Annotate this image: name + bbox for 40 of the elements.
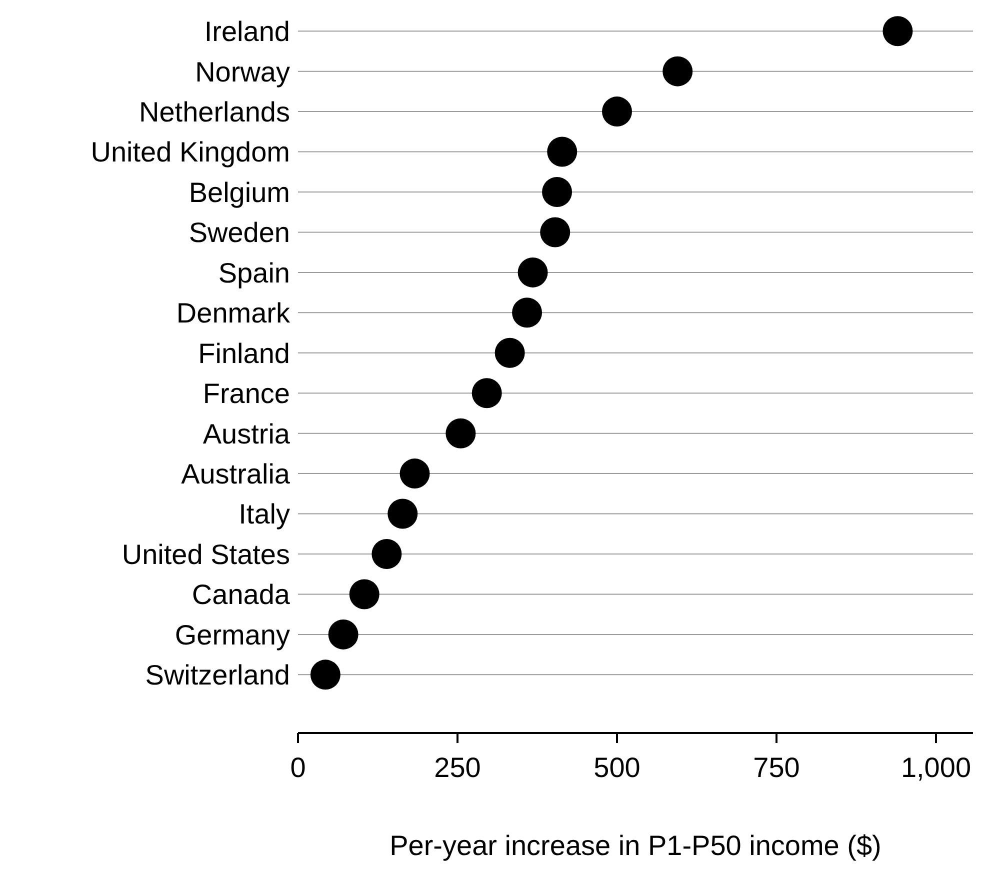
point	[310, 660, 340, 690]
point	[542, 176, 572, 207]
point	[446, 418, 476, 448]
point	[882, 16, 913, 46]
x-tick-label: 0	[290, 752, 306, 783]
y-tick-label: United States	[122, 538, 290, 570]
y-tick-label: Germany	[174, 619, 290, 650]
x-tick-label: 1,000	[900, 752, 972, 783]
point	[388, 498, 418, 529]
point	[662, 56, 693, 86]
y-tick-label: Belgium	[188, 176, 290, 208]
y-tick-label: Spain	[218, 257, 290, 288]
point	[494, 338, 525, 368]
y-tick-label: Finland	[198, 338, 290, 369]
x-tick-label: 750	[753, 752, 800, 783]
point	[472, 378, 502, 408]
point	[512, 298, 542, 328]
point	[540, 217, 570, 248]
y-tick-label: Netherlands	[139, 96, 290, 128]
x-tick-label: 250	[434, 752, 481, 783]
point	[328, 619, 358, 650]
x-tick-label: 500	[594, 752, 640, 783]
y-tick-label: Austria	[202, 418, 290, 450]
point	[547, 136, 578, 167]
y-tick-label: Switzerland	[145, 660, 290, 691]
y-tick-label: Norway	[195, 56, 290, 88]
y-tick-label: Australia	[181, 458, 290, 490]
y-tick-label: Denmark	[176, 298, 291, 329]
x-axis-title: Per-year increase in P1-P50 income ($)	[390, 830, 882, 861]
y-tick-label: Sweden	[188, 217, 290, 248]
point	[372, 539, 402, 570]
point	[400, 458, 430, 489]
y-tick-label: Ireland	[204, 16, 290, 48]
point	[349, 579, 380, 610]
point	[518, 257, 548, 288]
y-tick-label: Italy	[238, 498, 290, 530]
y-tick-label: Canada	[192, 579, 290, 610]
y-tick-label: France	[202, 378, 290, 410]
y-tick-label: United Kingdom	[90, 136, 290, 168]
point	[602, 96, 632, 127]
